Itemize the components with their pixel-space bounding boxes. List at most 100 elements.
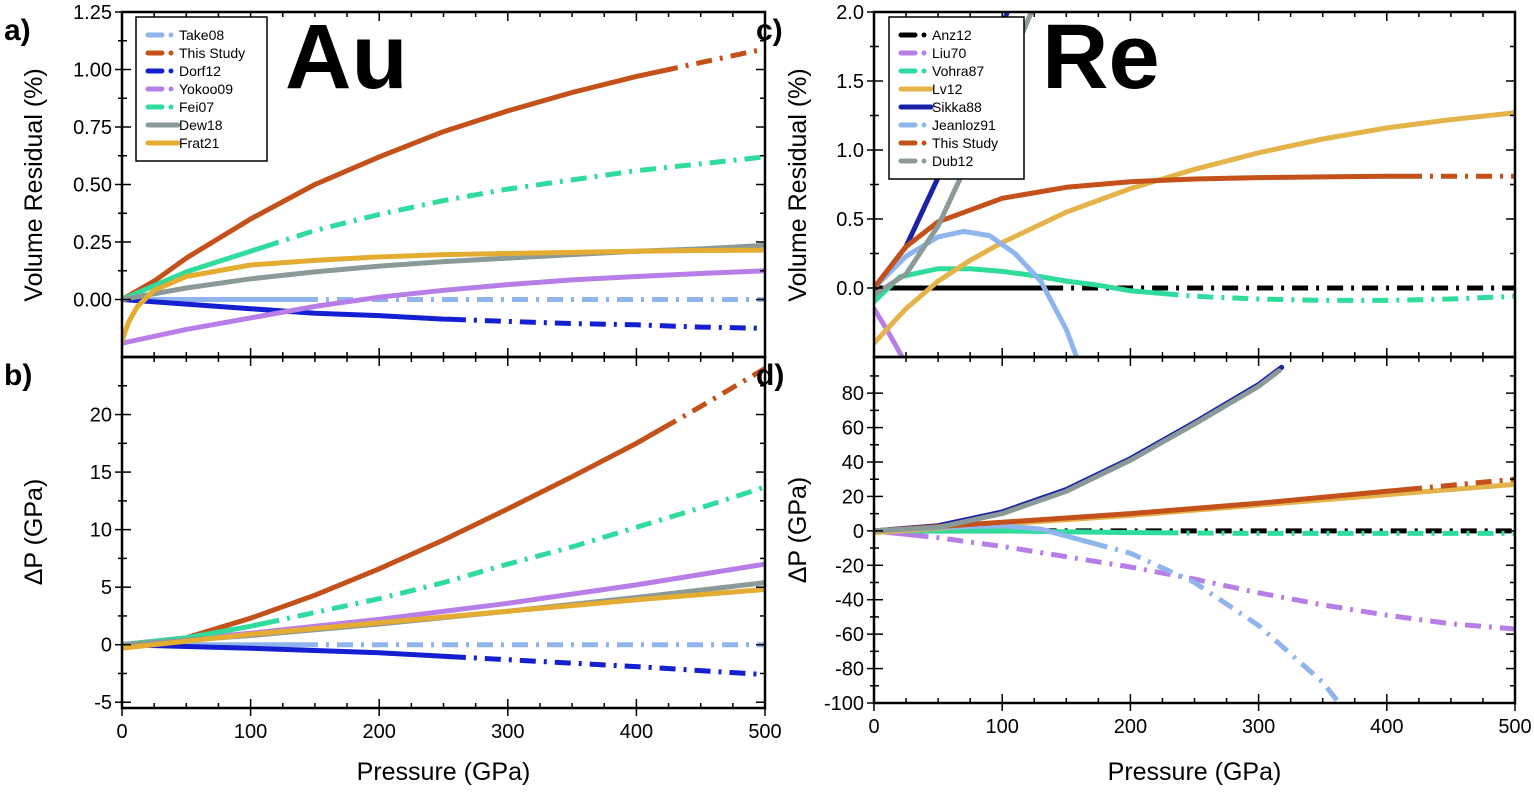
y-tick-label: 1.5 bbox=[836, 71, 864, 93]
legend-label: Take08 bbox=[179, 27, 224, 43]
y-tick-label: 15 bbox=[90, 462, 112, 484]
y-tick-label: 1.0 bbox=[836, 140, 864, 162]
legend-label: Yokoo09 bbox=[179, 81, 233, 97]
x-tick-label: 400 bbox=[620, 721, 653, 743]
x-tick-label: 300 bbox=[491, 721, 524, 743]
legend-item: Sikka88 bbox=[898, 99, 982, 115]
legend-swatch-dot bbox=[921, 50, 927, 56]
legend-item: This Study bbox=[898, 135, 998, 151]
series-this-study-line-extrapolated bbox=[660, 366, 765, 431]
y-tick-label: 0.5 bbox=[836, 209, 864, 231]
y-axis-label: Volume Residual (%) bbox=[784, 68, 812, 301]
y-tick-label: 20 bbox=[90, 405, 112, 427]
element-label: Re bbox=[1042, 6, 1160, 108]
legend-item: Jeanloz91 bbox=[898, 117, 996, 133]
legend-item: Liu70 bbox=[898, 45, 966, 61]
legend-label: Fei07 bbox=[179, 99, 214, 115]
x-tick-label: 100 bbox=[986, 716, 1019, 738]
y-tick-label: 0.0 bbox=[836, 278, 864, 300]
series-group bbox=[122, 46, 765, 346]
y-tick-label: 0.50 bbox=[73, 175, 112, 197]
x-tick-label: 400 bbox=[1370, 716, 1403, 738]
legend-swatch-dot bbox=[921, 68, 927, 74]
x-tick-label: 300 bbox=[1242, 716, 1275, 738]
series-dorf12-line-extrapolated bbox=[449, 316, 765, 331]
y-tick-label: 10 bbox=[90, 520, 112, 542]
legend: Take08 This Study Dorf12 Yokoo09 Fei07 Dew18 F… bbox=[135, 16, 268, 162]
series-frat21-line bbox=[122, 247, 765, 344]
y-tick-label: 0.75 bbox=[73, 117, 112, 139]
y-tick-label: -80 bbox=[835, 659, 864, 681]
y-axis-label: Volume Residual (%) bbox=[20, 68, 48, 301]
series-fei07-line-extrapolated bbox=[262, 484, 765, 626]
legend-label: Anz12 bbox=[932, 27, 972, 43]
x-tick-label: 100 bbox=[234, 721, 267, 743]
series-vohra87-line bbox=[874, 266, 1165, 305]
legend-swatch-dot bbox=[168, 50, 174, 56]
legend-item: Dew18 bbox=[145, 117, 223, 133]
legend-item: Frat21 bbox=[145, 135, 220, 151]
legend: Anz12 Liu70 Vohra87 Lv12 Sikka88 Jeanloz91 Thi… bbox=[888, 16, 1025, 180]
y-tick-label: 20 bbox=[842, 486, 864, 508]
x-axis-label: Pressure (GPa) bbox=[1108, 758, 1282, 786]
x-axis-label: Pressure (GPa) bbox=[357, 758, 531, 786]
legend-item: This Study bbox=[145, 45, 245, 61]
y-tick-label: 0 bbox=[853, 521, 864, 543]
y-tick-label: 0.00 bbox=[73, 290, 112, 312]
series-jeanloz91-line bbox=[874, 228, 1080, 357]
legend-label: Dorf12 bbox=[179, 63, 221, 79]
x-tick-label: 0 bbox=[116, 721, 127, 743]
y-tick-label: 80 bbox=[842, 383, 864, 405]
series-vohra87-line bbox=[874, 528, 1165, 536]
y-axis-label: ΔP (GPa) bbox=[784, 477, 812, 584]
legend-label: Liu70 bbox=[932, 45, 966, 61]
legend-item: Lv12 bbox=[898, 81, 963, 97]
series-yokoo09-line bbox=[122, 268, 765, 346]
y-tick-label: 1.00 bbox=[73, 60, 112, 82]
legend-label: Sikka88 bbox=[932, 99, 982, 115]
x-tick-label: 200 bbox=[1114, 716, 1147, 738]
legend-swatch-dot bbox=[168, 104, 174, 110]
y-tick-label: 40 bbox=[842, 452, 864, 474]
element-label: Au bbox=[285, 6, 408, 108]
series-dorf12-line-extrapolated bbox=[449, 654, 765, 678]
panel-label: c) bbox=[756, 14, 783, 47]
legend-label: Dew18 bbox=[179, 117, 223, 133]
series-group bbox=[874, 364, 1515, 703]
series-this-study-line bbox=[122, 426, 665, 648]
y-tick-label: -60 bbox=[835, 624, 864, 646]
legend-swatch-dot bbox=[168, 86, 174, 92]
series-lv12-line bbox=[874, 110, 1515, 346]
legend-swatch-dot bbox=[168, 68, 174, 74]
y-tick-label: 0.25 bbox=[73, 232, 112, 254]
legend-box bbox=[888, 16, 1025, 180]
series-frat21-line bbox=[122, 587, 765, 651]
series-vohra87-line-extrapolated bbox=[1162, 291, 1515, 303]
x-tick-label: 500 bbox=[748, 721, 781, 743]
series-vohra87-line-extrapolated bbox=[1162, 530, 1515, 536]
legend-item: Dorf12 bbox=[145, 63, 221, 79]
x-tick-label: 200 bbox=[363, 721, 396, 743]
y-tick-label: 60 bbox=[842, 418, 864, 440]
legend-item: Dub12 bbox=[898, 153, 973, 169]
panel-label: a) bbox=[4, 14, 31, 47]
legend-label: Lv12 bbox=[932, 81, 963, 97]
legend-item: Yokoo09 bbox=[145, 81, 233, 97]
series-dub12-line bbox=[874, 368, 1282, 534]
series-dorf12-line bbox=[122, 297, 453, 322]
legend-label: Frat21 bbox=[179, 135, 220, 151]
y-tick-label: 5 bbox=[101, 577, 112, 599]
legend-swatch-dot bbox=[921, 158, 927, 164]
y-tick-label: -40 bbox=[835, 590, 864, 612]
series-fei07-line bbox=[122, 244, 266, 302]
panel-label: d) bbox=[756, 359, 784, 392]
legend-label: Vohra87 bbox=[932, 63, 984, 79]
legend-item: Vohra87 bbox=[898, 63, 984, 79]
legend-label: Dub12 bbox=[932, 153, 973, 169]
y-tick-label: -100 bbox=[824, 693, 864, 715]
series-liu70-line-extrapolated bbox=[912, 532, 1515, 632]
legend-swatch-dot bbox=[921, 140, 927, 146]
